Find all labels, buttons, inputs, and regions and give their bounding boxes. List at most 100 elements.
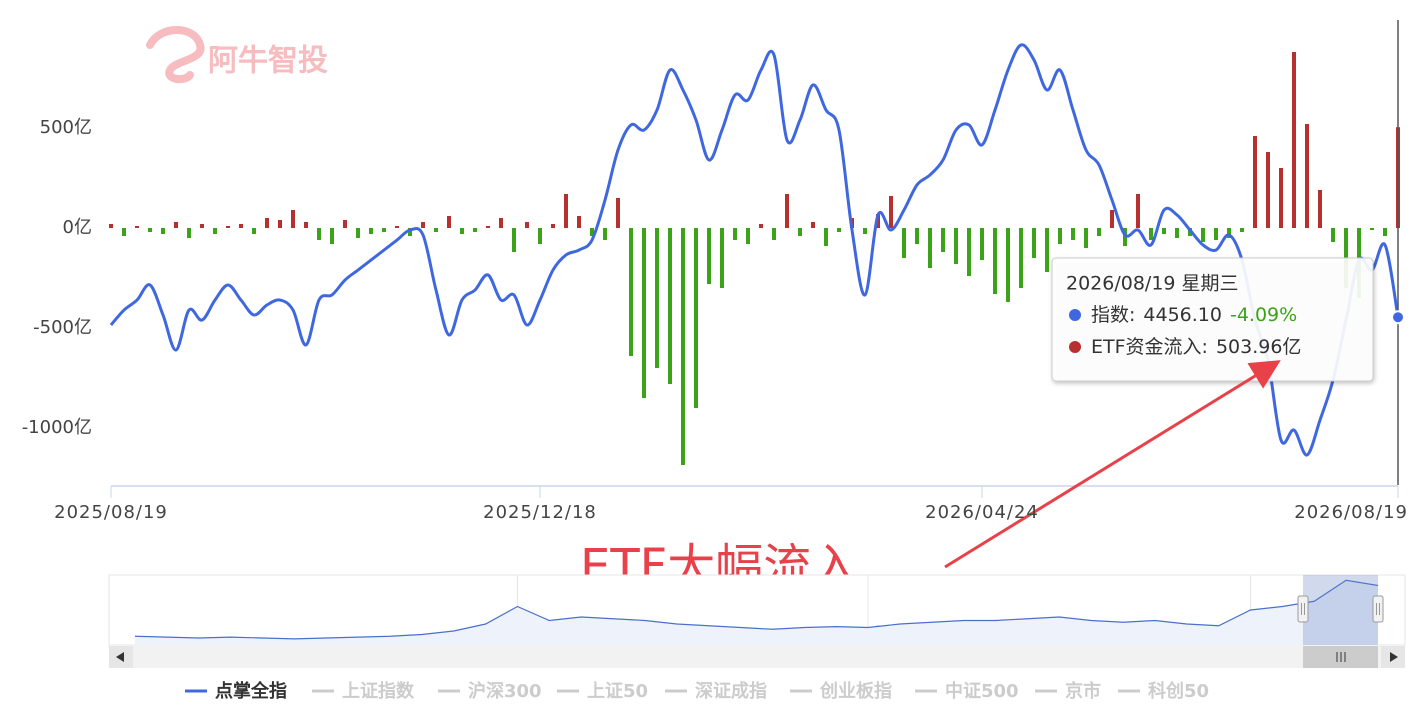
bar (1279, 168, 1283, 228)
bar (967, 228, 971, 276)
bar (746, 228, 750, 244)
bar (720, 228, 724, 288)
legend-item[interactable]: 沪深300 (468, 680, 542, 702)
bar (889, 196, 893, 228)
bar (460, 228, 464, 234)
bar (161, 228, 165, 234)
bar (213, 228, 217, 234)
watermark-text: 阿牛智投 (208, 44, 328, 79)
line (109, 43, 1400, 457)
x-tick-label: 2025/12/18 (483, 502, 597, 523)
bar (291, 210, 295, 228)
bar (1032, 228, 1036, 258)
navigator-handle[interactable] (1297, 595, 1309, 623)
bar (733, 228, 737, 240)
bar (1058, 228, 1062, 244)
navigator-area (135, 580, 1378, 645)
navigator-line (134, 579, 1379, 640)
bar (369, 228, 373, 234)
hover-point (1391, 310, 1405, 325)
legend-item[interactable]: 深证成指 (695, 680, 767, 702)
bar (564, 194, 568, 228)
bar (317, 228, 321, 240)
tooltip-icon (1069, 309, 1081, 321)
navigator-handle[interactable] (1372, 595, 1384, 623)
y-tick-label: 500亿 (40, 117, 92, 138)
bar (1318, 190, 1322, 228)
bar (993, 228, 997, 294)
bar (278, 220, 282, 228)
bar (1110, 210, 1114, 228)
bar (941, 228, 945, 252)
tooltip-label: 指数: (1091, 304, 1135, 326)
tooltip-row: ETF资金流入: 503.96亿 (1091, 336, 1301, 358)
bar (1175, 228, 1179, 238)
tooltip-value: 4456.10 (1143, 304, 1222, 326)
bar (187, 228, 191, 238)
y-tick-label: -500亿 (33, 317, 92, 338)
legend-item[interactable]: 中证500 (945, 680, 1019, 702)
legend-item[interactable]: 京市 (1065, 680, 1101, 702)
legend-item[interactable]: 点掌全指 (215, 680, 287, 702)
bar (1071, 228, 1075, 240)
bar (1305, 124, 1309, 228)
bar (109, 224, 113, 228)
bar (772, 228, 776, 240)
plot (109, 43, 1400, 498)
bar (447, 216, 451, 228)
bar (1084, 228, 1088, 248)
bar (174, 222, 178, 228)
bar (122, 228, 126, 236)
bar (330, 228, 334, 244)
bar (1045, 228, 1049, 272)
bar (642, 228, 646, 398)
bar (551, 224, 555, 228)
bar (1019, 228, 1023, 288)
legend-item[interactable]: 上证指数 (342, 680, 415, 702)
bar (590, 228, 594, 236)
bar (1136, 194, 1140, 228)
tooltip-label: ETF资金流入: (1091, 336, 1208, 358)
tooltip-change: -4.09% (1230, 304, 1297, 326)
bar (382, 228, 386, 232)
bar (1253, 136, 1257, 228)
bar (1292, 52, 1296, 228)
legend-item[interactable]: 创业板指 (819, 680, 892, 702)
bar (395, 226, 399, 228)
bar (798, 228, 802, 236)
bar (252, 228, 256, 234)
handle-grip (1376, 603, 1380, 615)
bar (200, 224, 204, 228)
bar (928, 228, 932, 268)
bar (1123, 228, 1127, 246)
legend-item[interactable]: 科创50 (1148, 680, 1209, 702)
tooltip: 2026/08/19 星期三 指数: 4456.10 -4.09% ETF资金流入:… (1051, 257, 1374, 382)
bar (1149, 228, 1153, 240)
scrollbar[interactable] (109, 646, 1405, 668)
y-tick-label: 0亿 (63, 217, 92, 238)
bar (356, 228, 360, 238)
x-tick-label: 2026/08/19 (1294, 502, 1408, 523)
bar (577, 216, 581, 228)
bar (421, 222, 425, 228)
bar (239, 224, 243, 228)
tooltip-box (1051, 257, 1374, 382)
navigator-window[interactable] (1303, 575, 1378, 645)
y-tick-label: -1000亿 (22, 417, 92, 438)
bar (343, 220, 347, 228)
bar (980, 228, 984, 260)
tooltip-date: 2026/08/19 星期三 (1066, 273, 1239, 295)
bar (538, 228, 542, 244)
bar (915, 228, 919, 244)
legend: 点掌全指 上证指数 沪深300 上证50 深证成指 创业板指 中证500 京市 科创50 (185, 680, 1209, 702)
bar (954, 228, 958, 264)
handle-grip (1301, 603, 1305, 615)
tooltip-value: 503.96亿 (1216, 336, 1301, 358)
bar (304, 222, 308, 228)
legend-item[interactable]: 上证50 (587, 681, 648, 702)
bar (785, 194, 789, 228)
x-tick-label: 2026/04/24 (925, 502, 1039, 523)
bar (499, 218, 503, 228)
